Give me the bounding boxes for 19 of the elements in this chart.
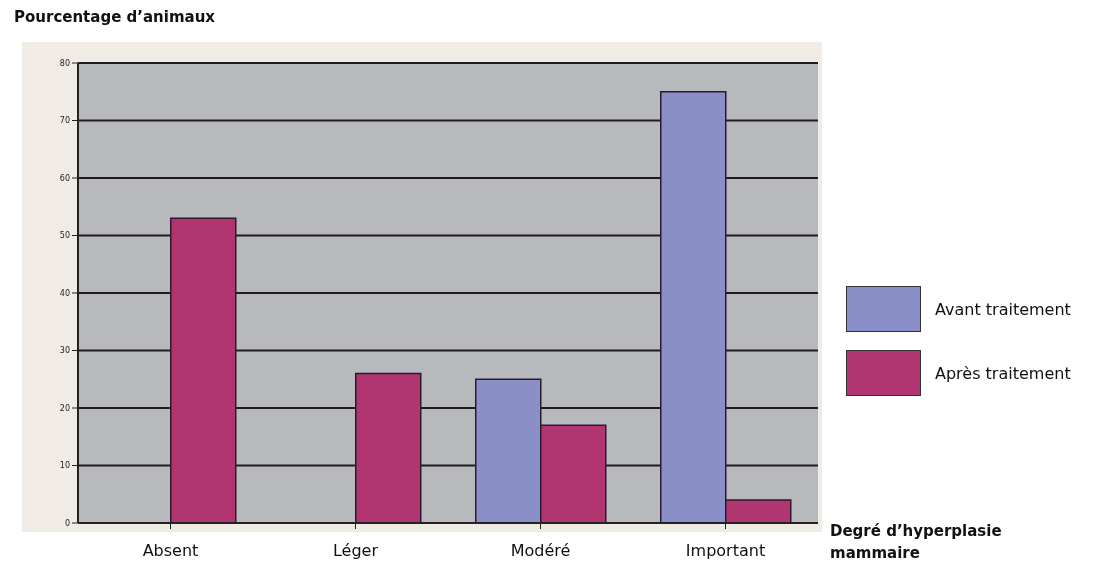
y-tick-label: 20: [59, 403, 70, 413]
x-tick-label: Absent: [142, 541, 199, 561]
text: Après traitement: [935, 363, 1071, 383]
x-tick-label: Modéré: [510, 541, 571, 561]
y-tick-label: 0: [64, 518, 70, 528]
text: Avant traitement: [935, 299, 1071, 319]
bar: [355, 372, 422, 523]
x-tick-label: Important: [685, 541, 766, 561]
y-axis-title: Pourcentage d’animaux: [14, 8, 216, 26]
x-tick-label: Léger: [332, 541, 379, 561]
y-tick-label: 70: [59, 116, 70, 126]
y-tick-label: 30: [59, 346, 70, 356]
y-tick-label: 60: [59, 173, 70, 183]
x-axis-title: Degré d’hyperplasie mammaire: [830, 521, 1003, 564]
y-tick-label: 50: [59, 231, 70, 241]
y-tick-label: 10: [59, 461, 70, 471]
y-tick-label: 80: [59, 58, 70, 68]
bar: [170, 217, 237, 523]
y-tick-label: 40: [59, 288, 70, 298]
